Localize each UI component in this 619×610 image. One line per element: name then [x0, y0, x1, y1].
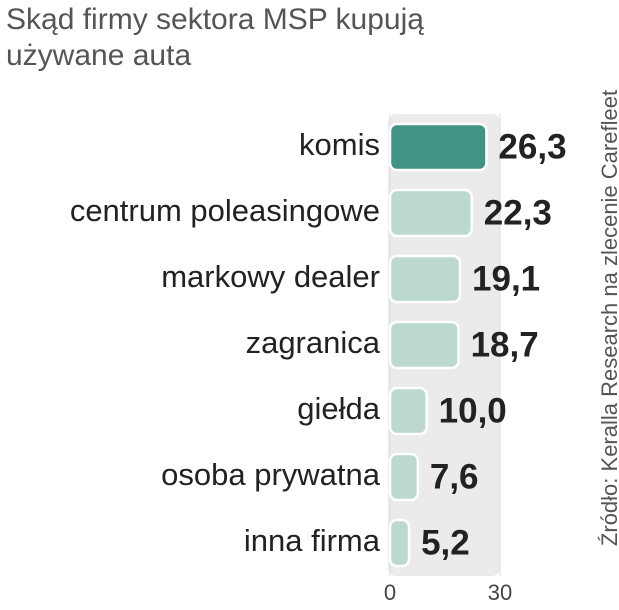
value-label: 10,0: [439, 391, 507, 430]
category-label: inna firma: [244, 523, 381, 558]
bar: [388, 452, 420, 502]
category-label: markowy dealer: [161, 259, 380, 294]
source-note: Źródło: Keralla Research na zlecenie Car…: [597, 90, 619, 546]
bar: [388, 320, 460, 370]
x-tick-label: 0: [384, 580, 396, 605]
bar: [388, 254, 462, 304]
bar: [388, 518, 411, 568]
category-label: komis: [299, 127, 380, 162]
bar: [388, 188, 474, 238]
value-label: 19,1: [472, 259, 540, 298]
category-label: zagranica: [246, 325, 381, 360]
chart-title: Skąd firmy sektora MSP kupują używane au…: [6, 3, 424, 72]
x-tick-label: 30: [488, 580, 512, 605]
value-label: 7,6: [430, 457, 479, 496]
value-label: 22,3: [484, 193, 552, 232]
value-label: 26,3: [498, 127, 566, 166]
bar: [388, 386, 428, 436]
bar: [388, 122, 488, 172]
category-label: giełda: [297, 391, 380, 426]
value-label: 5,2: [421, 523, 470, 562]
category-label: centrum poleasingowe: [70, 193, 380, 228]
value-label: 18,7: [471, 325, 539, 364]
category-label: osoba prywatna: [161, 457, 381, 492]
